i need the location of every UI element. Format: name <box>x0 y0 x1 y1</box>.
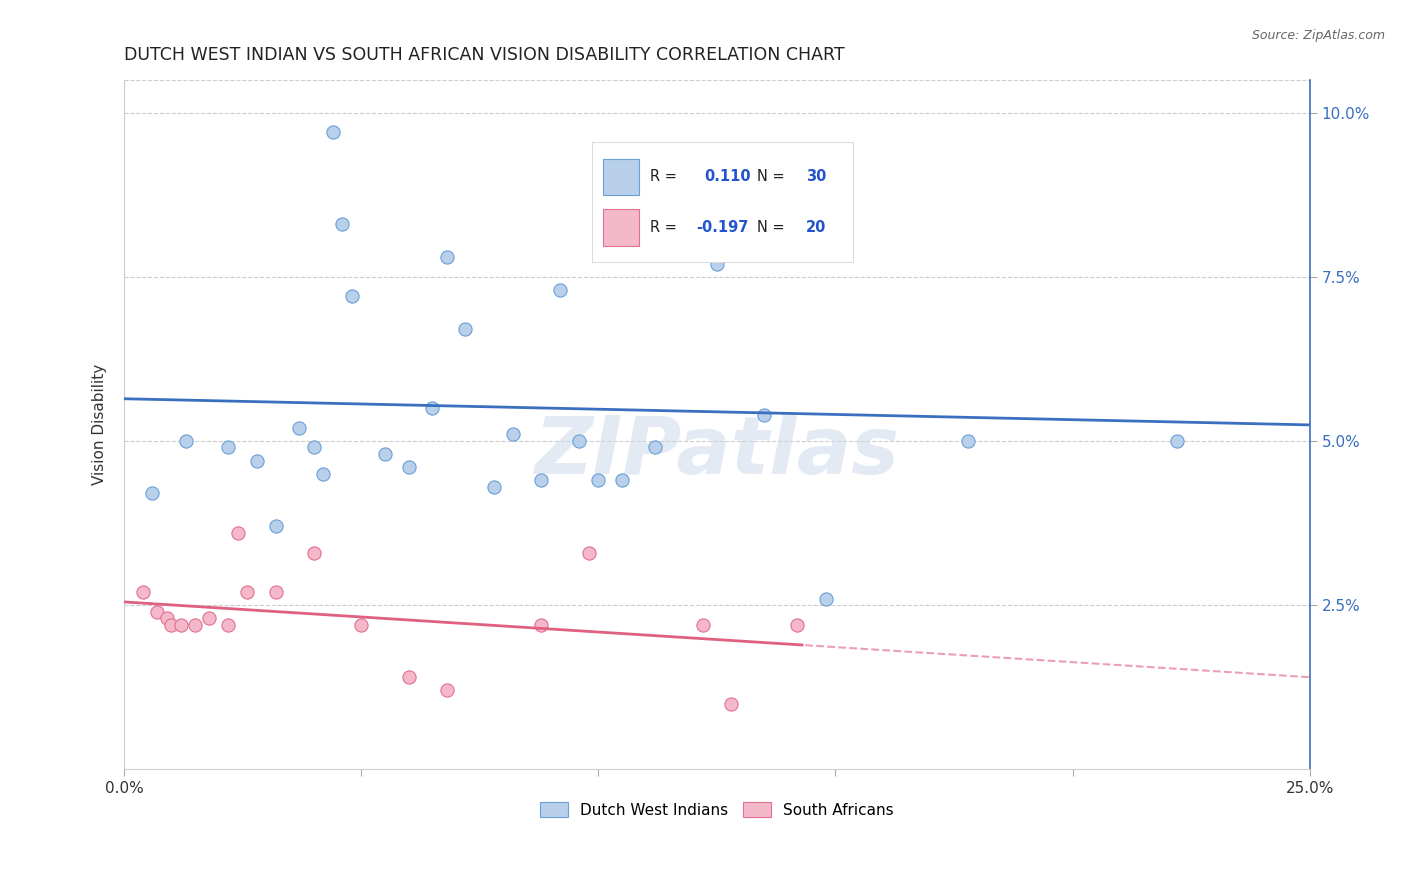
Point <box>720 697 742 711</box>
Point <box>706 256 728 270</box>
Point <box>786 617 808 632</box>
Point <box>692 617 714 632</box>
Text: Source: ZipAtlas.com: Source: ZipAtlas.com <box>1251 29 1385 42</box>
Point <box>398 460 420 475</box>
Point <box>302 441 325 455</box>
Point <box>436 683 458 698</box>
Point <box>170 617 193 632</box>
Point <box>454 322 477 336</box>
Point <box>236 585 259 599</box>
Point <box>814 591 837 606</box>
Point <box>588 473 610 487</box>
Point <box>246 453 269 467</box>
Point <box>302 545 325 559</box>
Point <box>330 217 353 231</box>
Point <box>226 525 249 540</box>
Text: DUTCH WEST INDIAN VS SOUTH AFRICAN VISION DISABILITY CORRELATION CHART: DUTCH WEST INDIAN VS SOUTH AFRICAN VISIO… <box>124 46 845 64</box>
Point <box>160 617 183 632</box>
Point <box>578 545 600 559</box>
Point <box>174 434 197 448</box>
Point <box>322 125 344 139</box>
Point <box>132 585 155 599</box>
Point <box>1166 434 1188 448</box>
Point <box>420 401 443 415</box>
Point <box>184 617 207 632</box>
Point <box>340 289 363 303</box>
Point <box>957 434 980 448</box>
Point <box>754 408 776 422</box>
Point <box>610 473 633 487</box>
Text: ZIPatlas: ZIPatlas <box>534 413 900 491</box>
Legend: Dutch West Indians, South Africans: Dutch West Indians, South Africans <box>534 796 900 823</box>
Point <box>312 467 335 481</box>
Point <box>264 519 287 533</box>
Point <box>374 447 396 461</box>
Point <box>550 283 572 297</box>
Point <box>568 434 591 448</box>
Point <box>217 617 239 632</box>
Point <box>672 217 695 231</box>
Y-axis label: Vision Disability: Vision Disability <box>93 364 107 485</box>
Point <box>398 670 420 684</box>
Point <box>482 480 505 494</box>
Point <box>644 441 666 455</box>
Point <box>156 611 179 625</box>
Point <box>217 441 239 455</box>
Point <box>288 421 311 435</box>
Point <box>264 585 287 599</box>
Point <box>530 473 553 487</box>
Point <box>530 617 553 632</box>
Point <box>141 486 163 500</box>
Point <box>350 617 373 632</box>
Point <box>436 250 458 264</box>
Point <box>198 611 221 625</box>
Point <box>146 605 169 619</box>
Point <box>502 427 524 442</box>
